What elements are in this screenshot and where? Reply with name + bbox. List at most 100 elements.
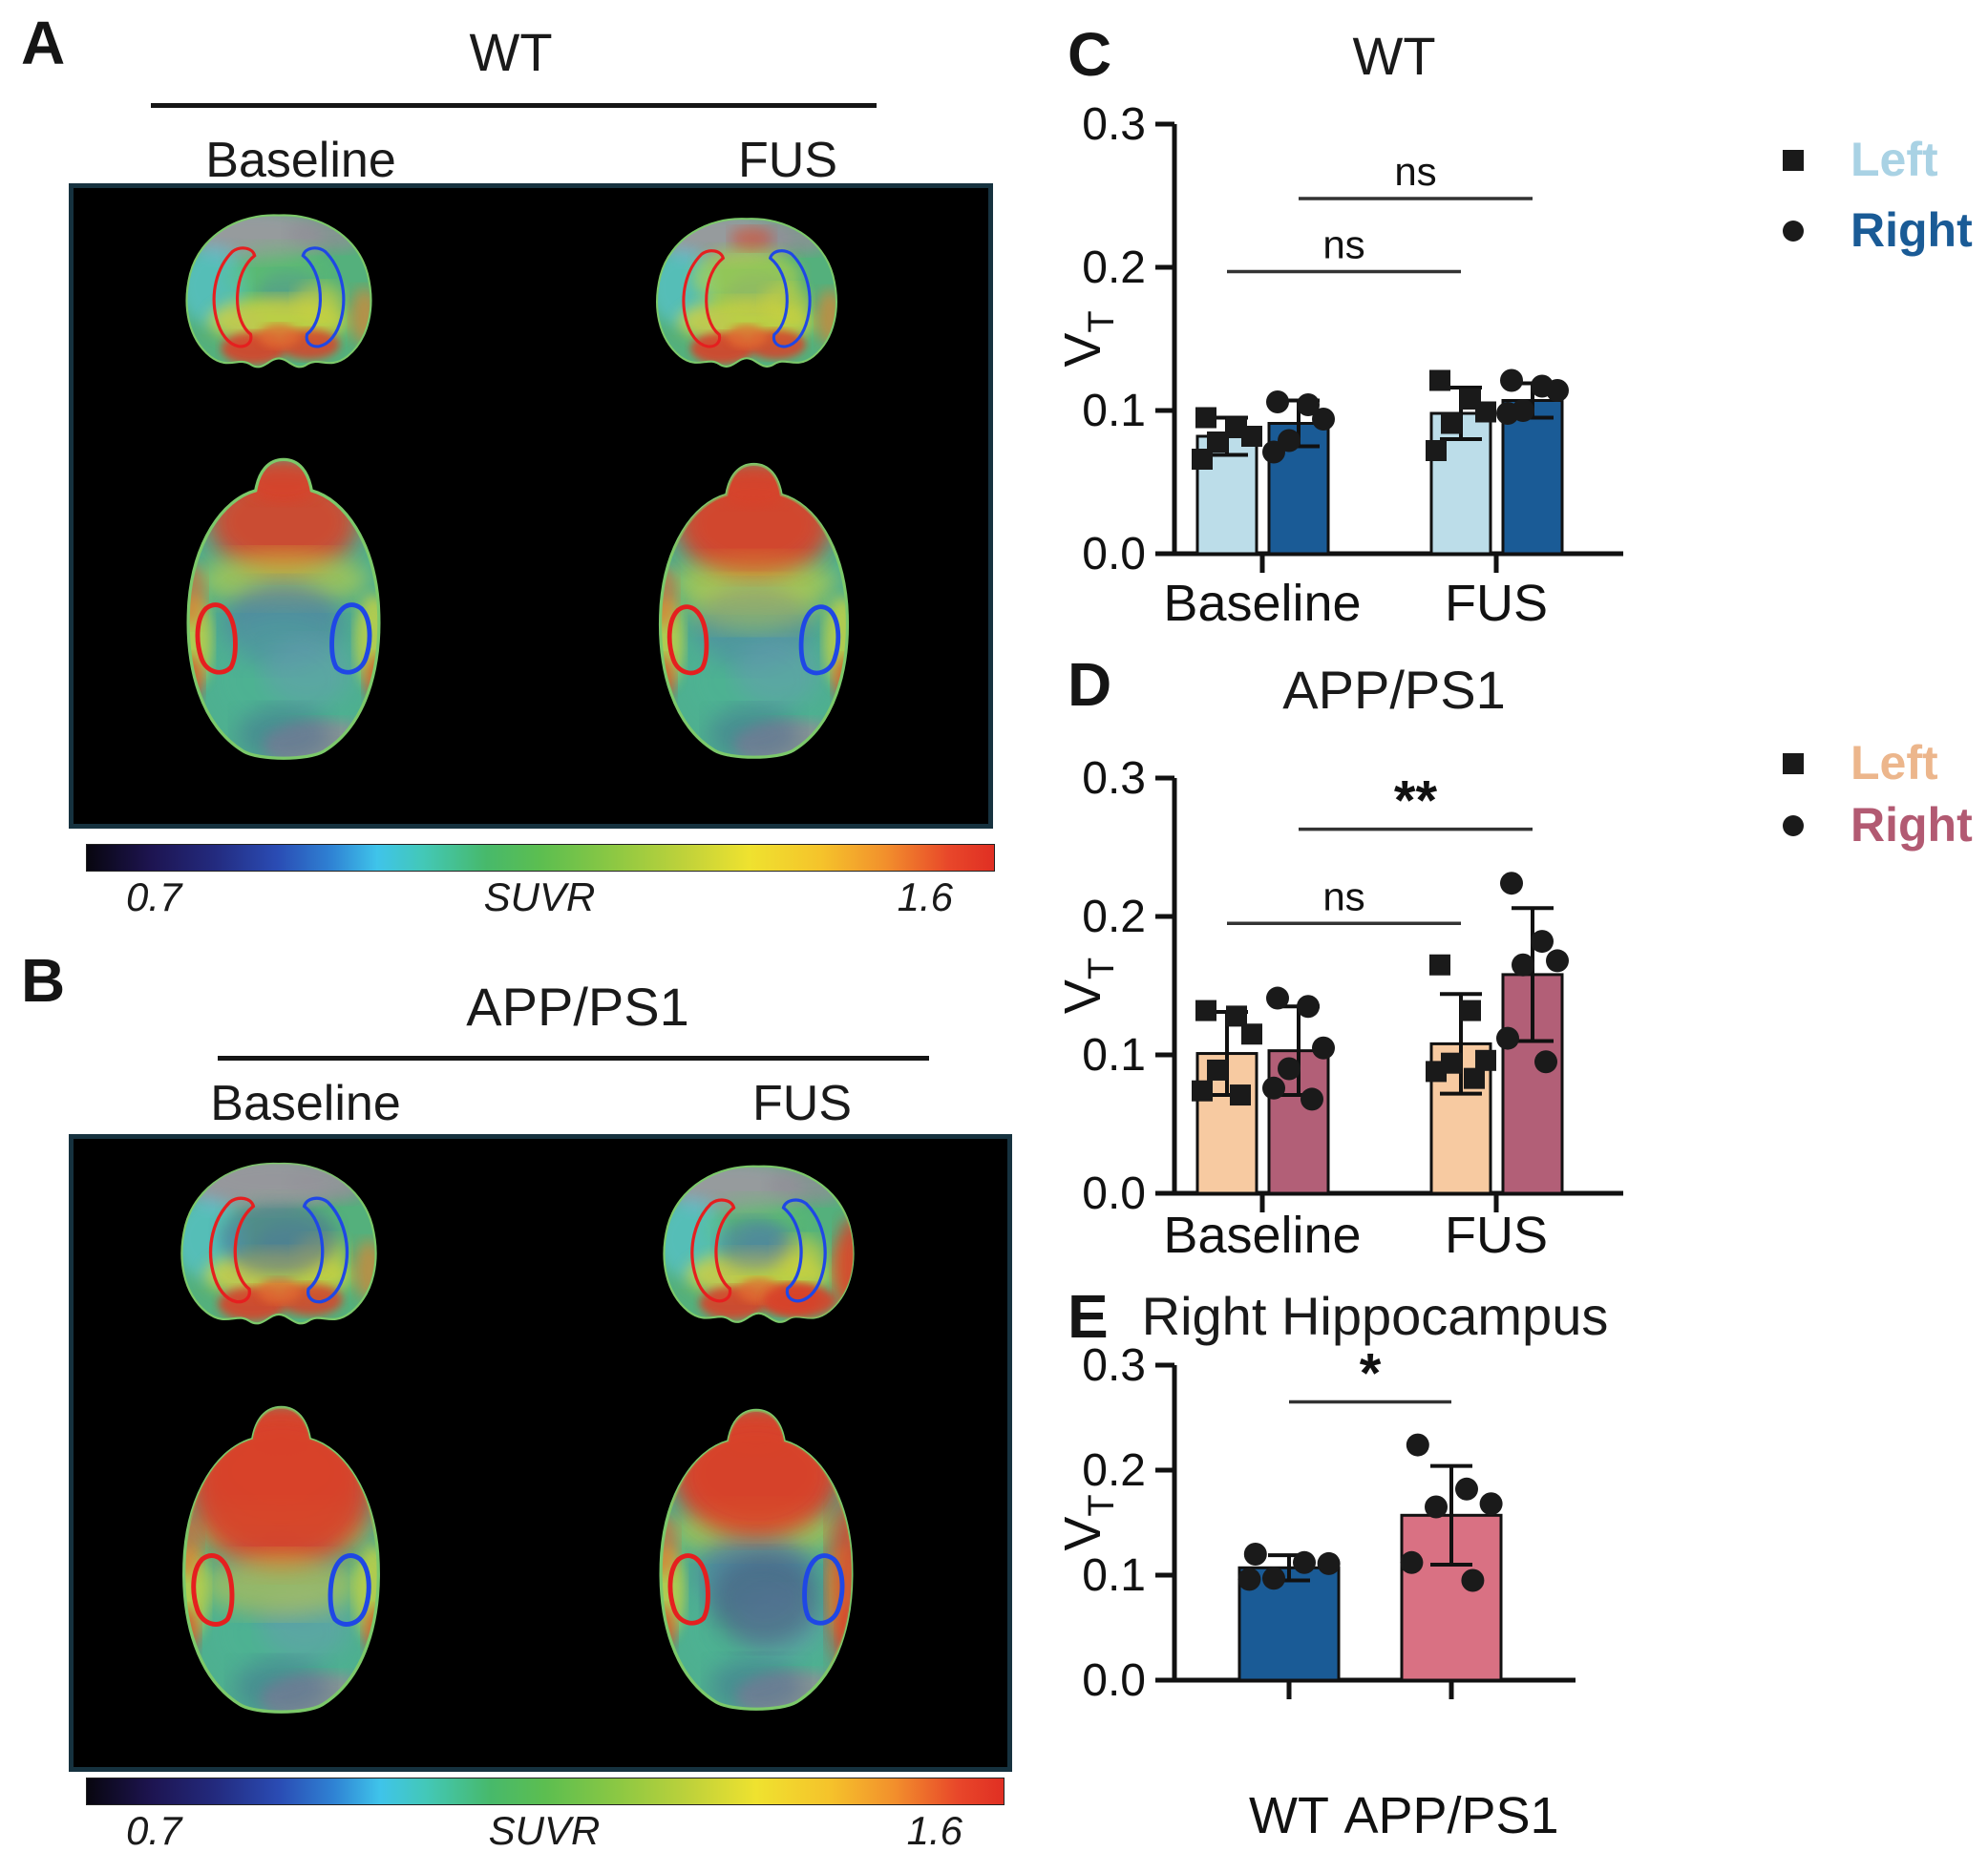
panel-a-col-fus: FUS	[738, 133, 837, 188]
data-point-square	[1426, 1061, 1447, 1083]
data-point-square	[1192, 449, 1213, 470]
data-point-square	[1207, 1059, 1228, 1081]
panel-d-label: D	[1068, 650, 1112, 719]
data-point-circle	[1262, 1567, 1285, 1590]
data-point-circle	[1266, 390, 1289, 413]
data-point-circle	[1262, 440, 1285, 464]
data-point-circle	[1278, 1057, 1301, 1081]
y-axis-title-sub: T	[1082, 1494, 1122, 1516]
data-point-square	[1241, 1023, 1262, 1045]
panel-b-image-box	[69, 1134, 1012, 1772]
panel-b-title-rule	[218, 1056, 929, 1061]
legend-circle-marker	[1783, 815, 1804, 836]
colorbar-max: 1.6	[897, 874, 953, 919]
pet-coronal-wt-baseline	[131, 205, 427, 387]
chart-right-hippocampus: Right Hippocampus 0.0 0.1 0.2 0.3 VT WT APP/PS1…	[1054, 1286, 1608, 1844]
panel-a-colorbar-labels: 0.7 SUVR 1.6	[86, 874, 993, 920]
legend-square-marker	[1783, 150, 1804, 171]
y-tick-label: 0.0	[1082, 1655, 1146, 1706]
y-axis-title-sub: T	[1082, 310, 1122, 332]
data-point-circle	[1262, 1076, 1285, 1100]
data-point-square	[1241, 426, 1262, 447]
colorbar-min: 0.7	[126, 874, 182, 919]
panel-b-colorbar-labels: 0.7 SUVR 1.6	[86, 1808, 1003, 1854]
data-point-circle	[1317, 1551, 1341, 1575]
y-axis-title-base: V	[1054, 979, 1111, 1014]
data-point-square	[1460, 1000, 1481, 1021]
panel-b-title: APP/PS1	[466, 977, 689, 1037]
significance-label: ns	[1394, 149, 1436, 194]
data-point-square	[1195, 407, 1216, 429]
data-point-circle	[1531, 930, 1554, 954]
legend-circle-marker	[1783, 221, 1804, 242]
x-tick-label: Baseline	[1163, 1207, 1361, 1260]
data-point-circle	[1425, 1495, 1448, 1519]
pet-axial-app-fus	[632, 1360, 880, 1761]
pet-coronal-app-baseline	[126, 1153, 432, 1344]
pet-axial-app-baseline	[155, 1360, 408, 1761]
data-point-square	[1426, 440, 1447, 461]
colorbar-title: SUVR	[483, 874, 596, 919]
data-point-square	[1464, 1067, 1485, 1089]
y-tick-label: 0.1	[1082, 1550, 1146, 1601]
panel-a-title: WT	[469, 22, 553, 82]
legend-label: Left	[1851, 736, 1938, 789]
x-tick-label: APP/PS1	[1343, 1787, 1558, 1844]
data-point-circle	[1500, 872, 1523, 895]
x-tick-label: WT	[1249, 1787, 1329, 1844]
data-point-circle	[1546, 379, 1569, 402]
data-point-circle	[1301, 1087, 1323, 1111]
y-axis-title-base: V	[1054, 1517, 1111, 1551]
colorbar-max: 1.6	[906, 1808, 962, 1853]
data-point-circle	[1293, 1550, 1316, 1574]
data-point-circle	[1496, 1026, 1519, 1050]
pet-axial-wt-baseline	[159, 406, 408, 814]
panel-a-label: A	[21, 9, 66, 77]
legend-square-marker	[1783, 753, 1804, 774]
significance-label: ns	[1322, 873, 1364, 918]
data-point-circle	[1455, 1477, 1478, 1501]
data-point-circle	[1512, 953, 1534, 977]
y-axis-title-sub: T	[1082, 958, 1122, 979]
data-point-circle	[1400, 1550, 1424, 1574]
x-tick-label: FUS	[1445, 1207, 1548, 1260]
chart-appps1: APP/PS1 0.0 0.1 0.2 0.3 VT Baseline FUS ns ** Left…	[1054, 660, 1973, 1260]
y-tick-label: 0.1	[1082, 386, 1146, 436]
panel-c-label: C	[1068, 20, 1112, 89]
x-tick-label: FUS	[1445, 575, 1548, 630]
data-point-square	[1475, 401, 1496, 423]
data-point-square	[1207, 431, 1228, 452]
data-point-circle	[1297, 393, 1320, 416]
pet-axial-wt-fus	[632, 410, 876, 814]
y-tick-label: 0.2	[1082, 1445, 1146, 1496]
data-point-circle	[1312, 1036, 1335, 1060]
legend-label: Right	[1851, 798, 1973, 852]
significance-label: *	[1360, 1343, 1382, 1405]
panel-a-col-baseline: Baseline	[205, 133, 396, 188]
y-tick-label: 0.3	[1082, 1340, 1146, 1391]
data-point-circle	[1243, 1543, 1267, 1566]
y-tick-label: 0.3	[1082, 753, 1146, 804]
y-axis-title: VT	[1054, 310, 1122, 367]
data-point-square	[1195, 1000, 1216, 1021]
panel-e-label: E	[1068, 1282, 1109, 1351]
data-point-circle	[1496, 402, 1519, 425]
significance-label: ns	[1322, 222, 1364, 267]
y-axis-title-base: V	[1054, 333, 1111, 368]
data-point-circle	[1312, 408, 1335, 431]
data-point-square	[1429, 369, 1450, 391]
data-point-circle	[1237, 1568, 1261, 1591]
panel-a-title-rule	[151, 103, 877, 108]
data-point-circle	[1266, 986, 1289, 1010]
chart-title: WT	[1352, 26, 1435, 86]
panel-b-colorbar	[86, 1778, 1005, 1805]
data-point-square	[1192, 1080, 1213, 1102]
data-point-square	[1429, 954, 1450, 976]
pet-coronal-wt-fus	[603, 209, 890, 386]
data-point-square	[1475, 1049, 1496, 1071]
data-point-circle	[1534, 1050, 1557, 1074]
significance-label: **	[1394, 770, 1438, 832]
pet-coronal-app-fus	[608, 1156, 909, 1342]
